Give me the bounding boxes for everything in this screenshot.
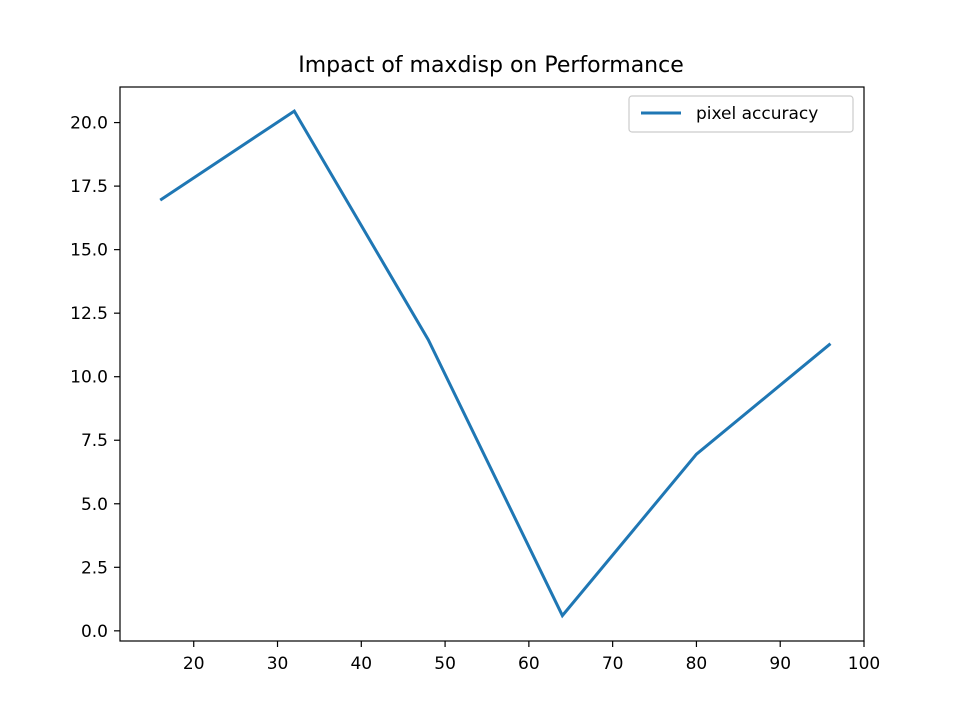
y-axis: 0.0 2.5 5.0 7.5 10.0 12.5 15.0 17.5 20.0 [70, 114, 120, 642]
x-axis: 20 30 40 50 60 70 80 90 100 [183, 641, 880, 674]
y-tick-label: 15.0 [70, 241, 108, 261]
x-tick-label: 50 [434, 654, 456, 674]
y-tick-label: 5.0 [81, 495, 108, 515]
x-tick-label: 90 [769, 654, 791, 674]
y-tick-label: 0.0 [81, 622, 108, 642]
y-tick-label: 17.5 [70, 177, 108, 197]
y-tick-label: 7.5 [81, 431, 108, 451]
x-tick-label: 30 [267, 654, 289, 674]
y-tick-label: 2.5 [81, 558, 108, 578]
x-tick-label: 70 [602, 654, 624, 674]
y-tick-label: 20.0 [70, 114, 108, 134]
x-tick-label: 20 [183, 654, 205, 674]
legend: pixel accuracy [628, 95, 854, 133]
series-layer [159, 109, 832, 619]
y-tick-label: 12.5 [70, 304, 108, 324]
x-tick-label: 80 [686, 654, 708, 674]
x-tick-label: 60 [518, 654, 540, 674]
x-tick-label: 100 [848, 654, 880, 674]
chart-title: Impact of maxdisp on Performance [298, 53, 684, 78]
legend-label: pixel accuracy [696, 104, 818, 124]
series-line [159, 109, 832, 619]
legend-box [628, 95, 854, 133]
plot-area [119, 86, 865, 642]
x-tick-label: 40 [350, 654, 372, 674]
y-tick-label: 10.0 [70, 368, 108, 388]
